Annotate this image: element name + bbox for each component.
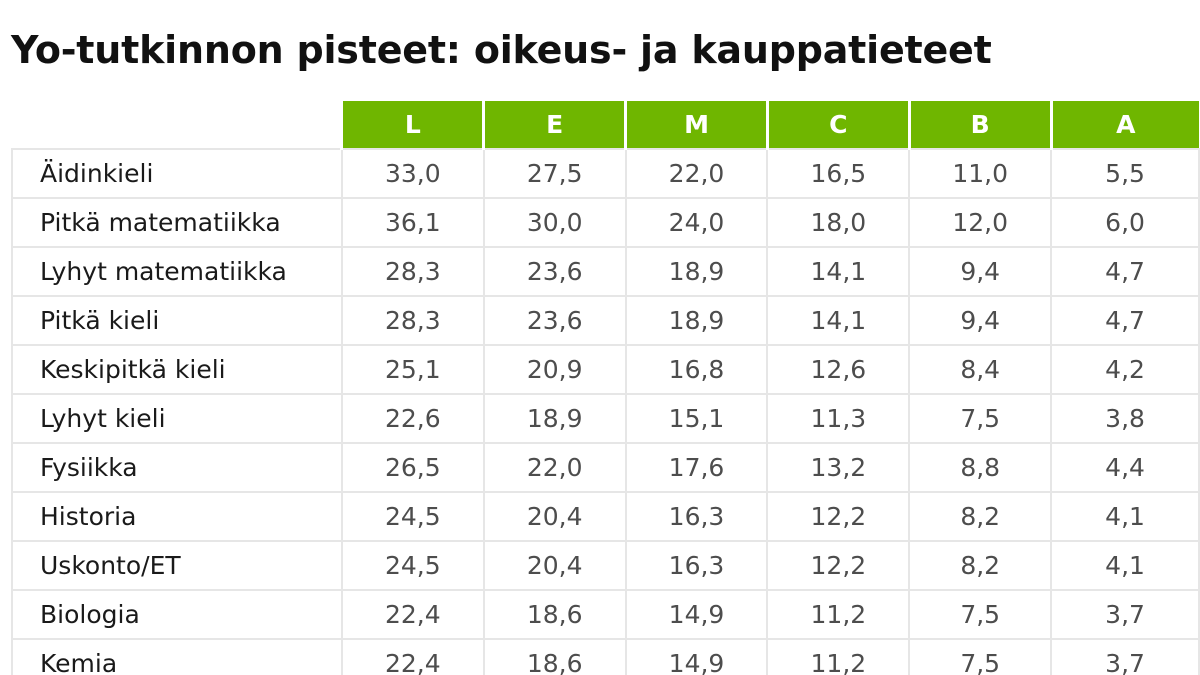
value-cell: 9,4	[908, 246, 1053, 297]
subject-cell: Lyhyt matematiikka	[11, 246, 343, 297]
value-cell: 18,9	[624, 295, 769, 346]
value-cell: 15,1	[624, 393, 769, 444]
value-cell: 20,9	[482, 344, 627, 395]
value-cell: 12,2	[766, 491, 911, 542]
value-cell: 14,1	[766, 295, 911, 346]
value-cell: 14,9	[624, 638, 769, 675]
table-row: Kemia 22,4 18,6 14,9 11,2 7,5 3,7	[11, 638, 1200, 675]
value-cell: 4,1	[1050, 491, 1200, 542]
value-cell: 18,9	[482, 393, 627, 444]
subject-cell: Historia	[11, 491, 343, 542]
value-cell: 8,8	[908, 442, 1053, 493]
value-cell: 4,1	[1050, 540, 1200, 591]
column-header-b: B	[907, 101, 1052, 149]
value-cell: 36,1	[340, 197, 485, 248]
value-cell: 27,5	[482, 148, 627, 199]
value-cell: 14,1	[766, 246, 911, 297]
value-cell: 4,7	[1050, 246, 1200, 297]
value-cell: 18,9	[624, 246, 769, 297]
subject-cell: Lyhyt kieli	[11, 393, 343, 444]
value-cell: 18,0	[766, 197, 911, 248]
value-cell: 24,0	[624, 197, 769, 248]
value-cell: 8,4	[908, 344, 1053, 395]
value-cell: 3,7	[1050, 589, 1200, 640]
table-row: Pitkä kieli 28,3 23,6 18,9 14,1 9,4 4,7	[11, 295, 1200, 346]
value-cell: 25,1	[340, 344, 485, 395]
value-cell: 12,0	[908, 197, 1053, 248]
table-row: Uskonto/ET 24,5 20,4 16,3 12,2 8,2 4,1	[11, 540, 1200, 591]
subject-cell: Biologia	[11, 589, 343, 640]
value-cell: 24,5	[340, 540, 485, 591]
value-cell: 13,2	[766, 442, 911, 493]
value-cell: 11,2	[766, 638, 911, 675]
value-cell: 20,4	[482, 540, 627, 591]
subject-cell: Kemia	[11, 638, 343, 675]
value-cell: 8,2	[908, 540, 1053, 591]
value-cell: 11,0	[908, 148, 1053, 199]
value-cell: 9,4	[908, 295, 1053, 346]
subject-cell: Keskipitkä kieli	[11, 344, 343, 395]
value-cell: 26,5	[340, 442, 485, 493]
value-cell: 18,6	[482, 589, 627, 640]
points-table: L E M C B A Äidinkieli 33,0 27,5 22,0 16…	[11, 101, 1200, 675]
subject-cell: Uskonto/ET	[11, 540, 343, 591]
subject-cell: Pitkä kieli	[11, 295, 343, 346]
table-row: Pitkä matematiikka 36,1 30,0 24,0 18,0 1…	[11, 197, 1200, 248]
value-cell: 12,6	[766, 344, 911, 395]
value-cell: 23,6	[482, 295, 627, 346]
value-cell: 22,0	[624, 148, 769, 199]
value-cell: 22,4	[340, 589, 485, 640]
value-cell: 3,8	[1050, 393, 1200, 444]
table-row: Lyhyt kieli 22,6 18,9 15,1 11,3 7,5 3,8	[11, 393, 1200, 444]
value-cell: 6,0	[1050, 197, 1200, 248]
value-cell: 11,3	[766, 393, 911, 444]
subject-cell: Fysiikka	[11, 442, 343, 493]
value-cell: 16,5	[766, 148, 911, 199]
value-cell: 8,2	[908, 491, 1053, 542]
value-cell: 23,6	[482, 246, 627, 297]
column-header-l: L	[340, 101, 484, 149]
value-cell: 17,6	[624, 442, 769, 493]
column-header-m: M	[624, 101, 768, 149]
value-cell: 3,7	[1050, 638, 1200, 675]
column-header-e: E	[482, 101, 626, 149]
value-cell: 7,5	[908, 393, 1053, 444]
value-cell: 16,8	[624, 344, 769, 395]
subject-cell: Pitkä matematiikka	[11, 197, 343, 248]
table-row: Äidinkieli 33,0 27,5 22,0 16,5 11,0 5,5	[11, 148, 1200, 199]
value-cell: 18,6	[482, 638, 627, 675]
value-cell: 24,5	[340, 491, 485, 542]
page-title: Yo-tutkinnon pisteet: oikeus- ja kauppat…	[11, 28, 992, 72]
table-header-row: L E M C B A	[12, 101, 1199, 149]
value-cell: 4,4	[1050, 442, 1200, 493]
header-corner-cell	[12, 101, 342, 149]
value-cell: 16,3	[624, 491, 769, 542]
value-cell: 5,5	[1050, 148, 1200, 199]
value-cell: 11,2	[766, 589, 911, 640]
value-cell: 22,0	[482, 442, 627, 493]
value-cell: 16,3	[624, 540, 769, 591]
subject-cell: Äidinkieli	[11, 148, 343, 199]
table-row: Keskipitkä kieli 25,1 20,9 16,8 12,6 8,4…	[11, 344, 1200, 395]
value-cell: 22,4	[340, 638, 485, 675]
value-cell: 7,5	[908, 589, 1053, 640]
value-cell: 4,7	[1050, 295, 1200, 346]
value-cell: 20,4	[482, 491, 627, 542]
value-cell: 14,9	[624, 589, 769, 640]
table-row: Lyhyt matematiikka 28,3 23,6 18,9 14,1 9…	[11, 246, 1200, 297]
value-cell: 12,2	[766, 540, 911, 591]
value-cell: 4,2	[1050, 344, 1200, 395]
table-row: Biologia 22,4 18,6 14,9 11,2 7,5 3,7	[11, 589, 1200, 640]
value-cell: 28,3	[340, 295, 485, 346]
table-row: Fysiikka 26,5 22,0 17,6 13,2 8,8 4,4	[11, 442, 1200, 493]
table-row: Historia 24,5 20,4 16,3 12,2 8,2 4,1	[11, 491, 1200, 542]
column-header-c: C	[765, 101, 910, 149]
value-cell: 28,3	[340, 246, 485, 297]
value-cell: 7,5	[908, 638, 1053, 675]
column-header-a: A	[1049, 101, 1199, 149]
value-cell: 22,6	[340, 393, 485, 444]
value-cell: 33,0	[340, 148, 485, 199]
value-cell: 30,0	[482, 197, 627, 248]
